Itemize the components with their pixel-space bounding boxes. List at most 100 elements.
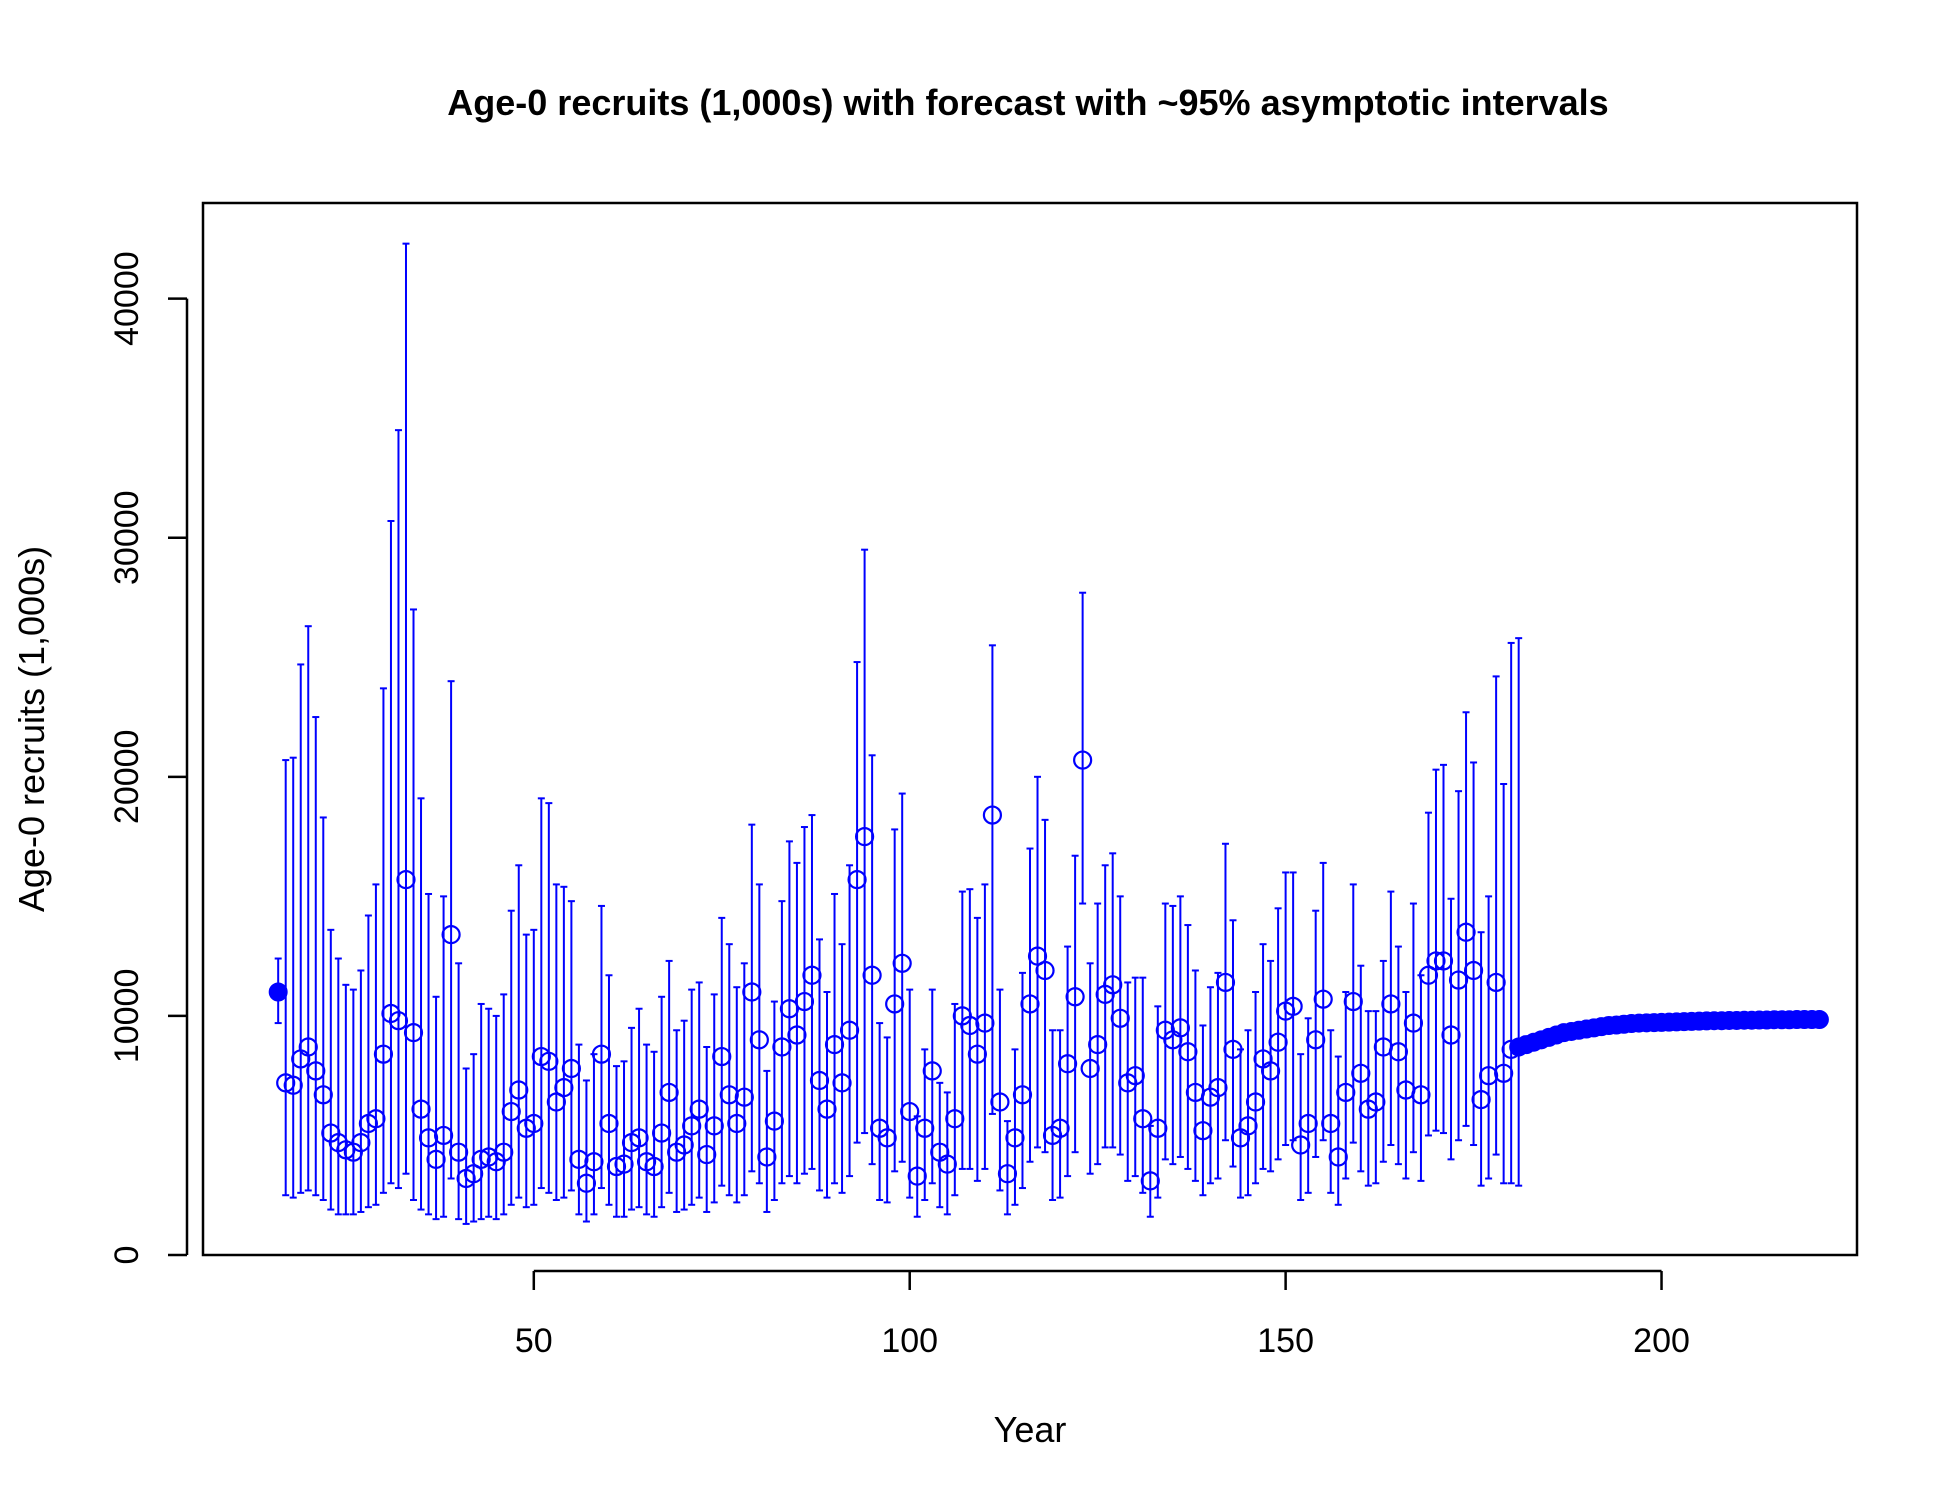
data-point	[313, 1085, 333, 1105]
x-axis-title: Year	[994, 1409, 1067, 1450]
data-point	[1298, 1113, 1318, 1134]
data-point	[524, 1113, 544, 1134]
data-point	[967, 1044, 987, 1064]
data-point	[1441, 1025, 1461, 1045]
x-tick-label: 50	[515, 1322, 553, 1360]
virgin-point	[268, 982, 288, 1002]
data-point	[922, 1061, 942, 1081]
data-point	[1103, 975, 1123, 995]
data-point	[1381, 994, 1401, 1014]
data-point	[1110, 1008, 1130, 1028]
data-point	[561, 1058, 581, 1079]
data-point	[1170, 1018, 1190, 1038]
data-point	[1388, 1042, 1408, 1062]
data-point	[1463, 960, 1484, 981]
data-point	[1448, 970, 1469, 990]
x-tick-label: 150	[1257, 1322, 1314, 1360]
data-point	[576, 1173, 597, 1193]
data-point	[862, 965, 882, 985]
y-axis-title: Age-0 recruits (1,000s)	[11, 546, 52, 912]
data-point	[1260, 1061, 1281, 1081]
data-point	[817, 1099, 837, 1119]
y-tick-label: 0	[108, 1246, 146, 1265]
data-point	[1080, 1058, 1100, 1079]
data-point	[539, 1051, 559, 1071]
data-point	[1411, 1085, 1431, 1105]
data-point	[306, 1061, 326, 1081]
data-point	[1494, 1063, 1514, 1083]
data-point	[599, 1113, 619, 1134]
data-point	[418, 1128, 439, 1148]
data-point	[704, 1116, 724, 1136]
data-point	[1291, 1135, 1311, 1155]
data-point	[1306, 1030, 1326, 1050]
forecast-point	[1809, 1009, 1829, 1029]
x-axis: 50 100 150 200	[515, 1269, 1690, 1360]
data-point	[779, 999, 800, 1019]
data-point	[1140, 1171, 1160, 1191]
data-point	[1178, 1042, 1198, 1062]
data-point	[449, 1142, 469, 1162]
data-point	[501, 1101, 521, 1122]
data-point	[509, 1080, 529, 1100]
data-point	[809, 1070, 830, 1091]
data-point	[1268, 1032, 1288, 1052]
data-point	[644, 1156, 664, 1177]
data-point	[276, 1073, 296, 1093]
data-point	[1088, 1034, 1108, 1055]
data-point	[742, 982, 762, 1002]
data-point	[757, 1147, 777, 1167]
data-point	[982, 805, 1003, 825]
data-point	[1366, 1092, 1386, 1112]
y-tick-label: 20000	[108, 730, 146, 825]
data-point	[1433, 951, 1454, 971]
data-point	[1005, 1128, 1025, 1148]
data-point	[1328, 1147, 1348, 1167]
data-point	[591, 1044, 612, 1064]
chart-title: Age-0 recruits (1,000s) with forecast wi…	[447, 82, 1608, 123]
data-point	[396, 870, 416, 890]
y-tick-label: 40000	[108, 251, 146, 346]
data-point	[1403, 1013, 1424, 1033]
data-point	[569, 1149, 589, 1169]
data-point	[990, 1092, 1010, 1112]
data-point	[734, 1087, 754, 1107]
data-point	[877, 1128, 897, 1148]
data-point	[749, 1030, 769, 1050]
data-point	[554, 1078, 574, 1098]
data-point	[854, 826, 875, 847]
data-point	[1035, 960, 1055, 981]
data-point	[1208, 1078, 1228, 1098]
x-tick-label: 200	[1633, 1322, 1690, 1360]
data-point	[494, 1142, 514, 1162]
data-point	[629, 1128, 649, 1148]
data-point	[682, 1116, 702, 1136]
data-point	[1283, 996, 1303, 1016]
data-points	[268, 750, 1829, 1193]
data-point	[584, 1152, 604, 1172]
y-axis: 0 10000 20000 30000 40000	[108, 251, 189, 1265]
data-point	[351, 1133, 371, 1153]
data-point	[787, 1025, 807, 1045]
data-point	[1471, 1089, 1491, 1110]
data-point	[892, 953, 912, 973]
error-bars	[274, 242, 1523, 1225]
data-point	[614, 1154, 634, 1174]
data-point	[689, 1099, 709, 1119]
data-point	[1193, 1121, 1213, 1141]
data-point	[606, 1156, 627, 1177]
data-point	[1020, 994, 1040, 1014]
data-point	[1238, 1116, 1258, 1136]
data-point	[794, 991, 815, 1012]
data-point	[1125, 1066, 1145, 1086]
data-point	[727, 1113, 747, 1134]
y-tick-label: 30000	[108, 490, 146, 585]
data-point	[1456, 922, 1476, 942]
data-point	[1486, 972, 1506, 993]
data-point	[1343, 991, 1363, 1012]
data-point	[336, 1140, 356, 1160]
data-point	[441, 925, 461, 945]
data-point	[1215, 972, 1236, 993]
data-point	[697, 1144, 717, 1165]
data-point	[945, 1109, 965, 1129]
